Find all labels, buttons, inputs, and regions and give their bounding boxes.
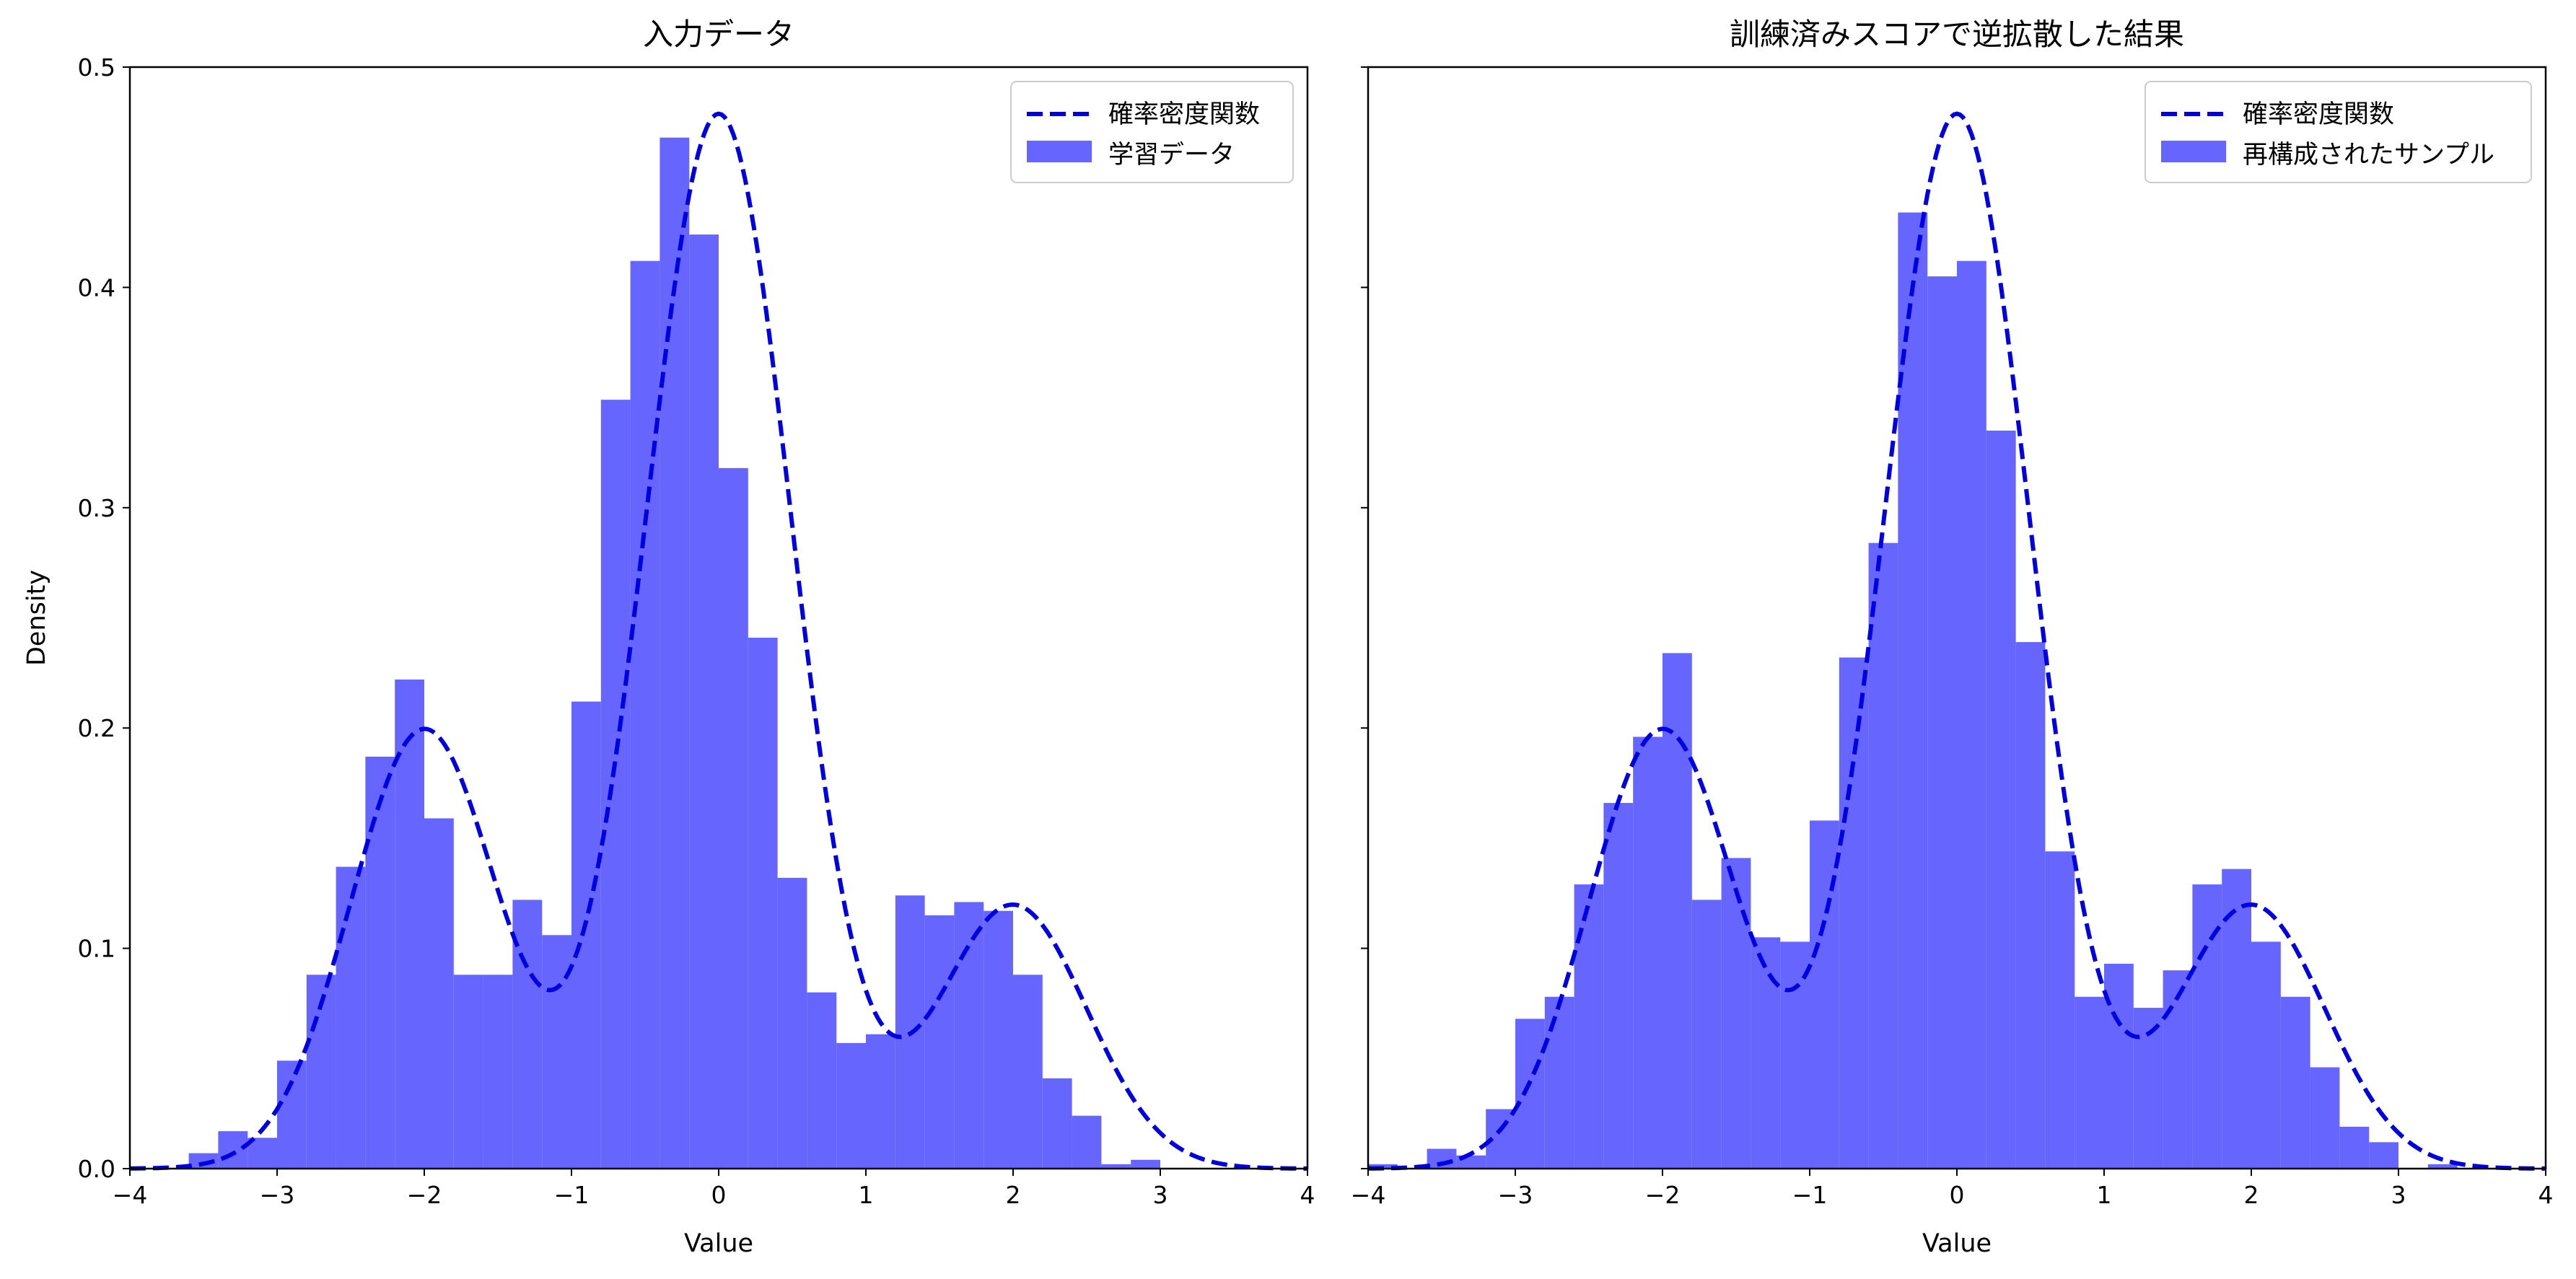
x-tick-label: −2 — [407, 1181, 442, 1209]
histogram-bar — [2045, 851, 2075, 1169]
legend-hist-swatch — [1027, 141, 1092, 162]
histogram-bar — [1072, 1115, 1102, 1169]
histogram-bar — [1898, 212, 1928, 1169]
histogram-bar — [1101, 1164, 1131, 1169]
histogram-bar — [1131, 1159, 1160, 1169]
x-tick-label: 3 — [2391, 1181, 2406, 1209]
histogram-bar — [2369, 1142, 2398, 1169]
y-tick-label: 0.3 — [78, 494, 115, 522]
histogram-bar — [1927, 276, 1957, 1169]
x-tick-label: −3 — [1498, 1181, 1533, 1209]
histogram-bar — [1633, 737, 1662, 1169]
histogram-bar — [2015, 642, 2046, 1169]
histogram-bar — [836, 1042, 866, 1169]
x-tick-label: 1 — [2097, 1181, 2112, 1209]
histogram-bar — [1839, 657, 1869, 1169]
histogram-bar — [453, 975, 483, 1169]
legend-label-pdf: 確率密度関数 — [2243, 100, 2394, 129]
legend-label-hist: 再構成されたサンプル — [2243, 141, 2494, 170]
histogram-bar — [218, 1131, 248, 1169]
pdf-curve — [1367, 111, 2546, 1171]
histogram-bar — [2163, 970, 2193, 1169]
histogram-bar — [365, 756, 395, 1169]
histogram-bar — [395, 680, 424, 1169]
histogram-bar — [719, 467, 748, 1169]
histogram-bar — [571, 701, 601, 1169]
legend-hist-swatch — [2161, 141, 2226, 162]
x-tick-label: 4 — [2538, 1181, 2554, 1209]
x-axis-label: Value — [684, 1229, 753, 1258]
histogram-bar — [2104, 963, 2134, 1169]
histogram-bar — [600, 400, 631, 1169]
histogram-bar — [2310, 1067, 2340, 1169]
histogram-bar — [277, 1060, 307, 1169]
histogram-bar — [689, 234, 719, 1169]
chart-panel-1: −4 −3 −2 −1 0 1 2 3 4 0.0 0.1 0.2 0.3 0.4 0.5 入力データ Valu… — [22, 17, 1315, 1258]
histogram-bar — [2280, 996, 2310, 1169]
x-tick-label: −3 — [260, 1181, 295, 1209]
y-tick-label: 0.2 — [78, 714, 115, 742]
chart-panel-2: −4 −3 −2 −1 0 1 2 3 4 訓練済みスコアで逆拡散した結果 Value 確率密度関数再… — [1351, 17, 2554, 1258]
x-tick-label: −4 — [1351, 1181, 1386, 1209]
x-tick-label: −1 — [554, 1181, 590, 1209]
histogram-bar — [748, 637, 778, 1169]
histogram-bar — [188, 1153, 219, 1169]
histogram-bar — [660, 137, 690, 1169]
histogram-bar — [483, 975, 513, 1169]
x-axis-label: Value — [1922, 1229, 1992, 1258]
histogram-bar — [1868, 542, 1898, 1169]
histogram-bar — [1574, 884, 1604, 1169]
histogram-bar — [630, 260, 660, 1169]
histogram-bar — [1957, 260, 1986, 1169]
x-tick-label: 2 — [2244, 1181, 2259, 1209]
histogram-bar — [1780, 941, 1810, 1169]
legend-label-pdf: 確率密度関数 — [1108, 100, 1260, 129]
histogram-bar — [1515, 1019, 1545, 1169]
histogram-bar — [2427, 1164, 2458, 1169]
histogram-bar — [1042, 1078, 1072, 1169]
histogram-bar — [1013, 975, 1043, 1169]
histogram-bar — [2339, 1126, 2370, 1169]
x-tick-label: 2 — [1006, 1181, 1021, 1209]
histogram-bar — [2222, 869, 2251, 1169]
x-tick-label: 0 — [1950, 1181, 1965, 1209]
y-tick-label: 0.5 — [78, 53, 115, 82]
x-tick-label: −1 — [1792, 1181, 1828, 1209]
x-tick-label: −4 — [113, 1181, 148, 1209]
legend-box — [2145, 81, 2532, 183]
histogram-bar — [2075, 996, 2104, 1169]
chart-title: 訓練済みスコアで逆拡散した結果 — [1730, 17, 2184, 52]
histogram-bar — [542, 935, 571, 1169]
histogram-bar — [1544, 996, 1574, 1169]
histogram-bar — [1603, 803, 1634, 1169]
histogram-bar — [247, 1138, 277, 1169]
x-tick-label: 0 — [711, 1181, 727, 1209]
y-tick-label: 0.1 — [78, 935, 115, 963]
histogram-bar — [866, 1034, 895, 1169]
histogram-bar — [983, 910, 1013, 1169]
histogram-bar — [777, 877, 807, 1169]
y-tick-label: 0.4 — [78, 273, 115, 302]
x-tick-label: 4 — [1300, 1181, 1315, 1209]
histogram-bar — [807, 992, 837, 1169]
legend-label-hist: 学習データ — [1108, 141, 1235, 170]
histogram-bar — [1810, 820, 1839, 1169]
chart-title: 入力データ — [643, 17, 794, 52]
histogram-bar — [1691, 900, 1722, 1169]
y-tick-label: 0.0 — [78, 1155, 115, 1183]
histogram-bar — [954, 902, 984, 1169]
x-tick-label: 3 — [1153, 1181, 1168, 1209]
histogram-bar — [2251, 941, 2281, 1169]
histogram-bar — [1721, 858, 1751, 1169]
histogram-bar — [924, 915, 955, 1169]
pdf-curve — [129, 111, 1308, 1171]
histogram-bar — [1751, 937, 1781, 1169]
y-axis-label: Density — [22, 570, 51, 666]
x-tick-label: −2 — [1645, 1181, 1681, 1209]
histogram-bar — [336, 866, 366, 1169]
histogram-bar — [424, 818, 454, 1169]
histogram-bar — [1986, 430, 2016, 1169]
x-tick-label: 1 — [859, 1181, 874, 1209]
